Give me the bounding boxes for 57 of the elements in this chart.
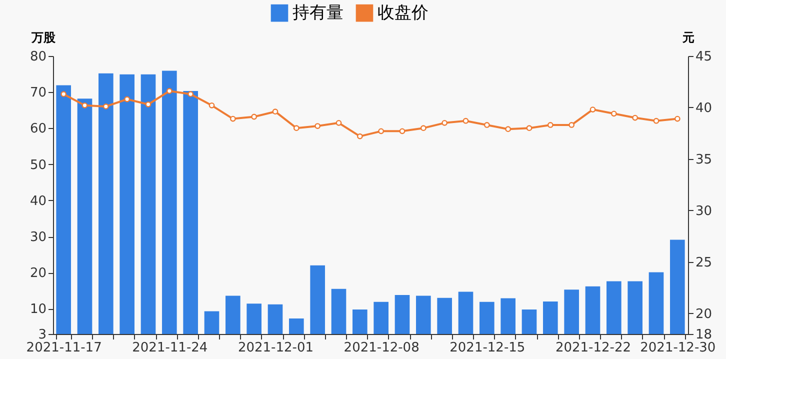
point [547,122,554,128]
point [462,118,469,124]
point [568,122,575,128]
y-tick-label: 3 [38,328,46,342]
point [653,118,660,124]
y2-tick-label: 30 [696,204,712,219]
point [293,125,300,132]
point [208,102,215,108]
y2-tick-label: 25 [696,255,712,270]
point [442,120,448,126]
point [356,133,363,140]
point [336,120,342,126]
x-tick-label: 2021-12-01 [238,340,314,356]
y2-tick-label: 20 [696,306,712,322]
point [314,123,321,129]
y-tick-label: 40 [30,194,46,209]
legend-label: 收盘价 [378,3,428,24]
point [230,116,236,122]
point [124,96,130,102]
point [82,102,88,108]
y-tick-label: 20 [30,266,46,282]
y-tick-label: 10 [30,302,46,318]
y-tick-label: 80 [30,50,46,64]
y2-tick-label: 35 [696,152,712,168]
y-tick-label: 30 [30,230,46,246]
point [60,91,67,98]
y2-tick-label: 18 [696,328,712,342]
point [166,88,172,94]
point [526,125,532,132]
point [610,110,617,117]
y2-tick-label: 40 [696,100,712,116]
x-tick-label: 2021-12-22 [555,340,632,356]
point [145,101,152,108]
point [484,122,490,128]
y-tick-label: 70 [30,86,46,101]
y2-axis-title: 元 [682,30,694,44]
x-tick-label: 2021-12-15 [450,340,526,356]
point [632,114,638,121]
y-axis-title: 万股 [30,30,56,44]
x-tick-label: 2021-11-24 [132,340,208,356]
legend-label: 持有量 [292,3,344,24]
point [378,128,384,134]
y-tick-label: 60 [30,122,46,137]
y-tick-label: 50 [30,158,46,173]
x-tick-label: 2021-11-17 [26,340,102,356]
point [102,104,109,110]
point [272,108,278,115]
x-tick-label: 2021-12-08 [344,340,420,356]
x-tick-label: 2021-12-30 [640,340,716,356]
y2-tick-label: 45 [696,50,712,64]
point [251,114,258,120]
point [505,126,512,132]
point [674,116,680,122]
point [188,91,194,98]
point [420,125,426,132]
point [590,106,596,112]
point [399,128,406,134]
